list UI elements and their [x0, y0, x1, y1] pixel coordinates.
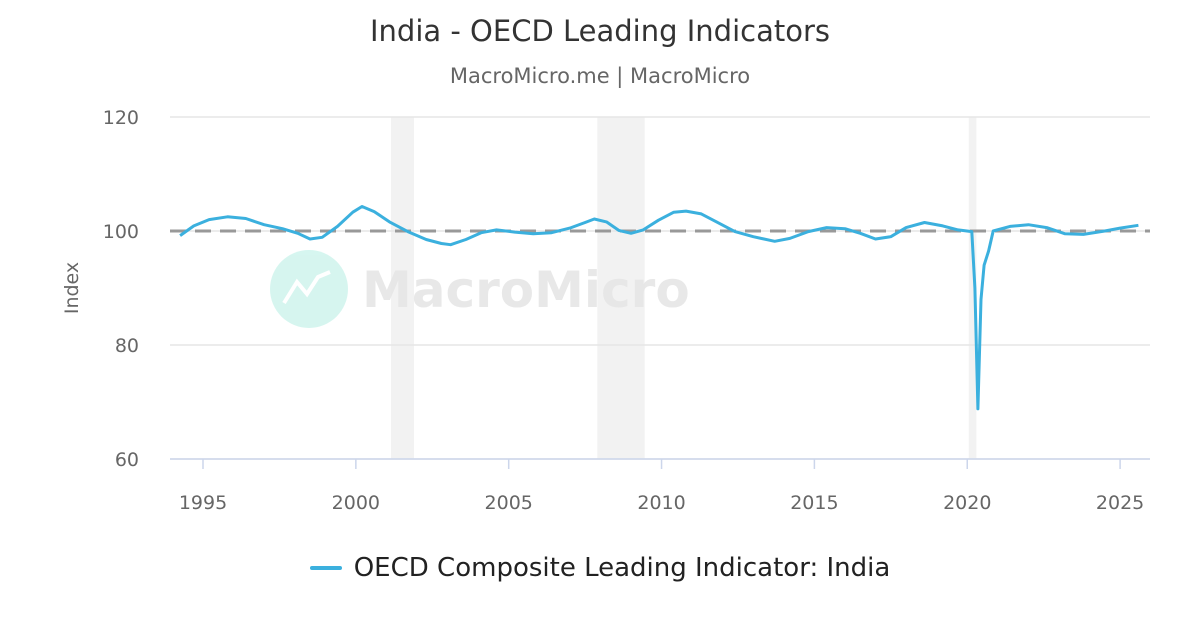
legend-swatch [309, 566, 342, 570]
watermark-text: MacroMicro [362, 261, 690, 319]
y-tick-label: 100 [103, 221, 139, 243]
y-tick-label: 60 [115, 449, 139, 471]
legend: OECD Composite Leading Indicator: India [0, 553, 1200, 583]
shaded-period [597, 117, 645, 459]
y-tick-label: 120 [103, 107, 139, 129]
x-tick-label: 2025 [1096, 492, 1144, 514]
x-tick-label: 2005 [485, 492, 533, 514]
shaded-period [968, 117, 977, 459]
y-axis-label: Index [61, 262, 83, 314]
x-tick-label: 2020 [943, 492, 991, 514]
x-tick-label: 2015 [790, 492, 838, 514]
shaded-period [391, 117, 414, 459]
x-tick-label: 2010 [637, 492, 685, 514]
x-tick-label: 1995 [179, 492, 227, 514]
x-tick-label: 2000 [332, 492, 380, 514]
y-tick-label: 80 [115, 335, 139, 357]
legend-item[interactable]: OECD Composite Leading Indicator: India [353, 553, 891, 583]
watermark: MacroMicro [270, 250, 690, 328]
chart-subtitle: MacroMicro.me | MacroMicro [449, 64, 751, 88]
chart-title: India - OECD Leading Indicators [369, 14, 830, 48]
series-line[interactable] [179, 205, 1139, 411]
watermark-chart-icon [282, 270, 331, 305]
